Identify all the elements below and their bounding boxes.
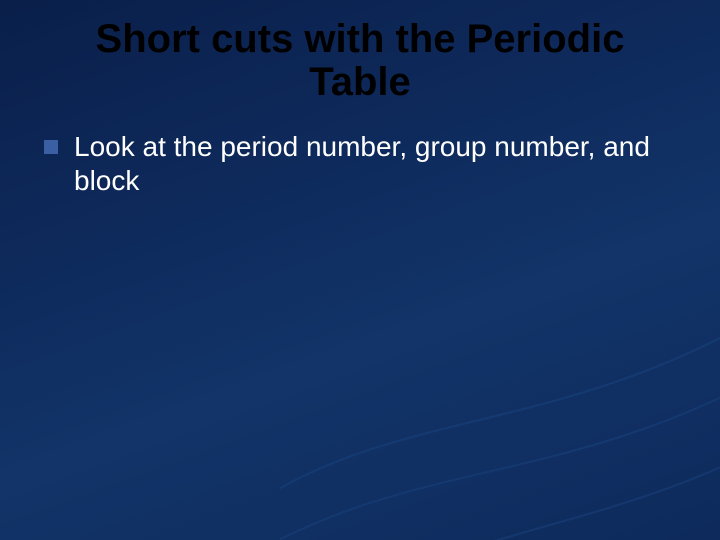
slide-title: Short cuts with the Periodic Table (0, 18, 720, 104)
bullet-square-icon (44, 140, 58, 154)
slide-body: Look at the period number, group number,… (44, 130, 676, 197)
background-swoosh (280, 240, 720, 540)
bullet-item: Look at the period number, group number,… (44, 130, 676, 197)
bullet-text: Look at the period number, group number,… (74, 130, 676, 197)
slide: Short cuts with the Periodic Table Look … (0, 0, 720, 540)
